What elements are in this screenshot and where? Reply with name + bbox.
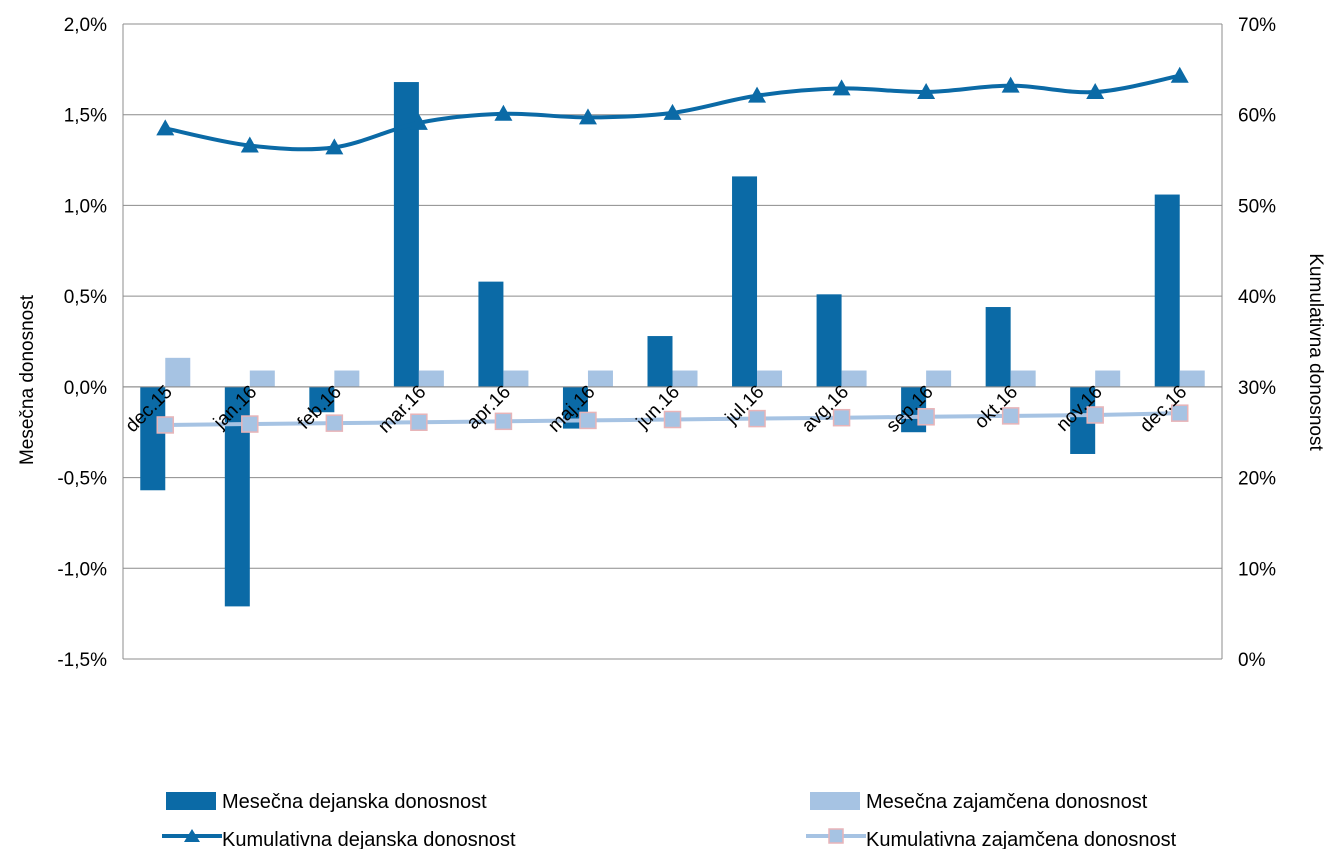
axes [122, 24, 1223, 659]
bar-series-2 [587, 370, 613, 387]
bar-series-2 [757, 370, 783, 387]
marker-series-3 [325, 138, 344, 155]
y2-tick-label: 20% [1238, 469, 1276, 490]
legend-swatch-series-2 [810, 792, 860, 810]
legend-swatch-series-1 [166, 792, 216, 810]
marker-series-3 [156, 119, 175, 136]
marker-series-3 [663, 103, 682, 120]
legend-label-series-4: Kumulativna zajamčena donosnost [866, 829, 1177, 849]
legend-label-series-3: Kumulativna dejanska donosnost [222, 829, 516, 849]
bar-series-2 [1010, 370, 1036, 387]
bar-series-1 [647, 336, 673, 387]
marker-series-4 [1170, 404, 1189, 422]
y2-tick-label: 50% [1238, 196, 1276, 217]
marker-series-4 [325, 414, 344, 432]
bar-series-2 [334, 370, 360, 387]
marker-series-3 [409, 113, 428, 130]
marker-series-4 [663, 410, 682, 429]
legend-label-series-1: Mesečna dejanska donosnost [222, 791, 487, 813]
y-tick-label: -1,0% [57, 559, 107, 580]
marker-series-3 [832, 79, 851, 96]
y-tick-label: 0,0% [64, 378, 107, 399]
bar-series-2 [1179, 370, 1205, 387]
marker-series-3 [494, 104, 513, 121]
y2-axis-title: Kumulativna donosnost [1305, 253, 1326, 451]
y2-tick-label: 10% [1238, 559, 1276, 580]
marker-series-4 [917, 408, 935, 426]
bar-series-1 [985, 307, 1011, 387]
marker-series-3 [1170, 66, 1189, 83]
marker-series-4 [494, 412, 513, 431]
bar-series-2 [841, 370, 867, 387]
bar-series-2 [165, 357, 191, 387]
bar-series-1 [140, 386, 166, 491]
bar-series-2 [926, 370, 952, 387]
legend-label-series-2: Mesečna zajamčena donosnost [866, 791, 1148, 813]
y-tick-label: 1,5% [64, 106, 107, 127]
marker-series-4 [748, 409, 766, 428]
bar-series-2 [1095, 370, 1121, 387]
marker-series-4 [832, 408, 851, 427]
bar-series-1 [478, 281, 504, 387]
y-tick-label: -0,5% [57, 469, 107, 490]
bar-series-1 [732, 176, 758, 387]
bar-series-2 [249, 370, 275, 387]
y2-tick-label: 60% [1238, 106, 1276, 127]
y2-tick-label: 70% [1238, 15, 1276, 36]
y-tick-label: 1,0% [64, 196, 107, 217]
marker-series-3 [748, 86, 767, 103]
marker-series-3 [917, 83, 936, 100]
legend-marker-series-3 [184, 829, 200, 842]
bar-series-1 [393, 82, 419, 387]
marker-series-3 [1001, 76, 1020, 93]
y2-tick-label: 30% [1238, 378, 1276, 399]
y2-tick-label: 40% [1238, 287, 1276, 308]
bar-series-1 [816, 294, 842, 387]
marker-series-4 [1001, 407, 1020, 425]
bar-series-2 [672, 370, 698, 387]
bar-series-1 [309, 386, 335, 413]
bar-series-2 [503, 370, 529, 387]
bar-series-1 [1154, 194, 1180, 387]
y-axis-title: Mesečna donosnost [17, 294, 38, 465]
bar-series-2 [418, 370, 444, 387]
legend: Mesečna dejanska donosnost Mesečna zajam… [162, 791, 1177, 849]
legend-marker-series-4 [828, 828, 844, 844]
y-tick-label: 2,0% [64, 15, 107, 36]
y-tick-label: -1,5% [57, 650, 107, 671]
y-tick-label: 0,5% [64, 287, 107, 308]
lines [156, 66, 1189, 434]
marker-series-3 [240, 136, 259, 153]
bars [140, 82, 1205, 607]
marker-series-4 [1086, 406, 1104, 424]
y2-tick-label: 0% [1238, 650, 1266, 671]
marker-series-3 [578, 108, 597, 125]
marker-series-3 [1086, 83, 1105, 100]
marker-series-4 [241, 415, 259, 433]
marker-series-4 [579, 411, 597, 430]
marker-series-4 [156, 416, 175, 434]
marker-series-4 [410, 413, 428, 431]
